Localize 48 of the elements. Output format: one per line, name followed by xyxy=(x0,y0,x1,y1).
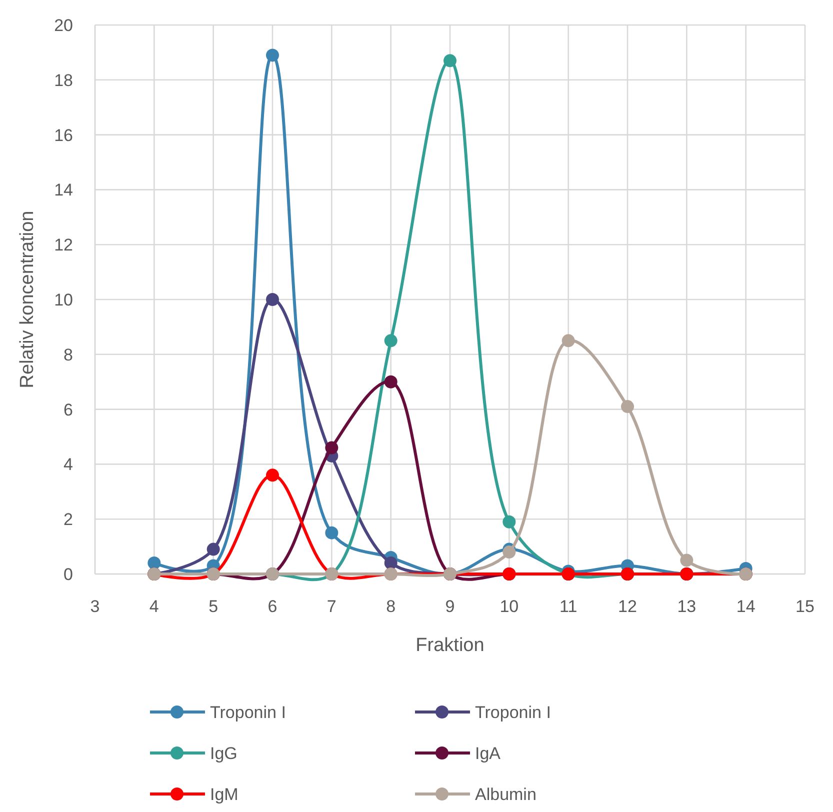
x-tick-label: 12 xyxy=(618,597,637,616)
x-tick-label: 14 xyxy=(736,597,756,616)
point xyxy=(266,468,279,482)
legend-label: IgA xyxy=(475,744,502,763)
legend-label: Albumin xyxy=(475,785,536,804)
y-tick-label: 12 xyxy=(54,236,73,255)
y-tick-label: 18 xyxy=(54,70,73,90)
x-tick-label: 6 xyxy=(268,597,278,616)
legend-label: Troponin I xyxy=(210,703,286,722)
x-tick-label: 10 xyxy=(500,597,519,616)
y-tick-label: 20 xyxy=(54,16,73,35)
x-tick-label: 4 xyxy=(149,597,159,616)
point xyxy=(266,293,279,306)
x-tick-label: 11 xyxy=(560,597,578,616)
point xyxy=(444,54,456,68)
y-tick-label: 4 xyxy=(64,455,73,474)
point xyxy=(680,554,694,567)
x-tick-label: 15 xyxy=(796,597,814,616)
point xyxy=(621,400,634,414)
point xyxy=(325,441,338,454)
y-tick-label: 16 xyxy=(54,126,73,145)
point xyxy=(266,48,279,62)
point xyxy=(325,526,338,540)
x-tick-label: 9 xyxy=(445,597,455,616)
x-tick-label: 13 xyxy=(677,597,696,616)
y-tick-label: 8 xyxy=(64,345,73,364)
point xyxy=(384,556,398,570)
point xyxy=(502,546,516,559)
y-tick-label: 14 xyxy=(54,180,73,200)
point xyxy=(206,542,220,556)
legend-label: IgG xyxy=(210,744,238,763)
y-tick-label: 2 xyxy=(64,510,73,530)
y-tick-label: 10 xyxy=(54,290,73,310)
y-tick-label: 0 xyxy=(64,565,73,584)
legend-label: Troponin I xyxy=(475,703,551,722)
legend-label: IgM xyxy=(210,785,238,804)
point xyxy=(502,515,516,528)
x-tick-label: 3 xyxy=(90,597,100,616)
point xyxy=(384,375,398,388)
point xyxy=(148,556,161,570)
x-tick-label: 7 xyxy=(326,597,336,616)
point xyxy=(384,334,398,348)
x-tick-label: 5 xyxy=(208,597,218,616)
y-tick-label: 6 xyxy=(64,400,73,420)
point xyxy=(562,334,575,348)
x-axis-title: Fraktion xyxy=(416,635,484,656)
y-axis-title: Relativ koncentration xyxy=(17,210,38,388)
x-tick-label: 8 xyxy=(386,597,396,616)
